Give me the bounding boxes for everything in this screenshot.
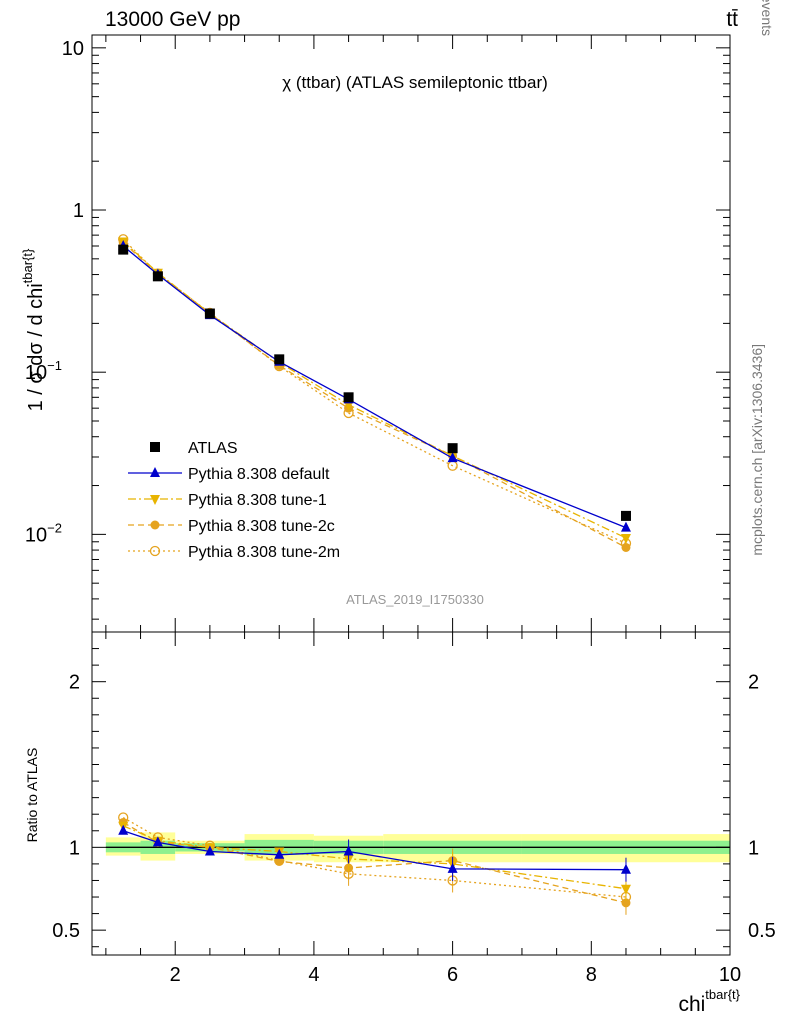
legend-label: Pythia 8.308 default [188,466,330,483]
legend: ATLAS Pythia 8.308 default Pythia 8.308 tu… [128,440,340,561]
ratio-data-point [274,856,284,866]
main-y-axis-text: 1 / σ dσ / d chi [25,283,47,411]
main-data-point [447,443,458,454]
main-data-point [118,244,129,255]
ratio-frame [91,631,731,956]
ratio-y-tick-label-right: 2 [748,672,759,694]
legend-label: ATLAS [188,440,238,457]
main-y-axis-sup: tbar{t} [20,248,35,283]
ratio-y-axis-label: Ratio to ATLAS [24,748,40,843]
main-series-0 [118,244,631,521]
main-data-point [204,308,215,319]
ratio-y-tick-label: 1 [69,837,80,859]
energy-label: 13000 GeV pp [105,8,240,31]
ratio-series-0 [118,824,631,882]
legend-marker [150,495,160,505]
main-series-1 [118,239,631,532]
ratio-data-point [152,836,163,847]
main-y-tick-label: 10 [62,38,84,60]
main-panel: 10 1 10−1 10−2 [25,34,731,633]
legend-marker [150,442,160,452]
ratio-data-point [621,898,631,908]
x-tick-label: 10 [719,964,741,986]
ratio-data-point [447,862,458,873]
legend-label: Pythia 8.308 tune-2m [188,544,340,561]
main-data-point [274,354,285,365]
ratio-data-point [620,884,631,895]
x-tick-label: 4 [308,964,319,986]
x-axis-sup: tbar{t} [705,987,740,1002]
x-tick-label: 2 [170,964,181,986]
analysis-label: ATLAS_2019_I1750330 [346,592,484,607]
legend-marker [150,520,160,530]
ratio-data-point [343,845,354,856]
x-axis-text: chi [678,993,705,1016]
legend-marker [149,545,161,557]
ratio-y-axis-text: Ratio to ATLAS [24,748,40,843]
ratio-series-2 [118,817,631,915]
legend-label: Pythia 8.308 tune-2c [188,518,335,535]
main-y-tick-label: 1 [73,200,84,222]
main-data-point [620,533,631,544]
ratio-panel: 2 4 6 8 10 0.5 0.5 1 1 2 2 [52,631,776,986]
ratio-y-tick-label: 2 [69,672,80,694]
process-label: tt̄ [726,8,738,31]
mcplots-label: mcplots.cern.ch [arXiv:1306.3436] [749,344,765,556]
main-data-point [620,521,631,532]
rivet-label: Rivet 3.1.10, ≥ 2.1M events [759,0,775,36]
svg-text:chitbar{t}: chitbar{t} [678,987,740,1016]
legend-label: Pythia 8.308 tune-1 [188,492,327,509]
chart-title: χ (ttbar) (ATLAS semileptonic ttbar) [282,73,548,92]
ratio-data-point [274,848,285,859]
svg-text:1 / σ dσ / d chitbar{t}: 1 / σ dσ / d chitbar{t} [20,248,47,411]
legend-marker [150,467,160,477]
ratio-y-tick-label: 0.5 [52,920,80,942]
main-data-point [343,392,354,403]
main-frame [91,34,731,633]
main-data-point [447,452,458,463]
main-data-point [621,542,631,552]
main-data-point [152,271,163,282]
ratio-y-tick-label-right: 1 [748,837,759,859]
main-y-tick-label: 10−2 [25,520,62,546]
x-tick-label: 8 [586,964,597,986]
ratio-data-point [204,845,215,856]
main-series-line [122,245,627,529]
ratio-data-point [118,824,129,835]
x-tick-label: 6 [447,964,458,986]
main-y-tick-label: 10−1 [25,358,62,384]
main-data-point [620,510,631,521]
ratio-data-point [620,863,631,874]
ratio-y-tick-label-right: 0.5 [748,920,776,942]
main-y-axis-label: 1 / σ dσ / d chitbar{t} [20,248,47,411]
x-axis-label: chitbar{t} [678,987,740,1016]
